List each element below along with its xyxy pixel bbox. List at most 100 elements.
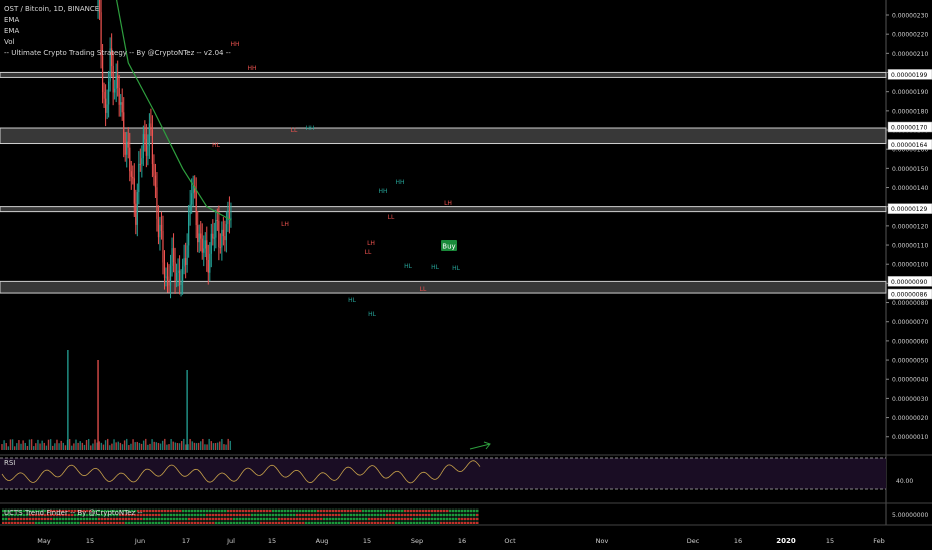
price-tick-label: 0.00000040 xyxy=(892,377,928,384)
trend-cell-bar xyxy=(410,518,413,520)
symbol-title[interactable]: OST / Bitcoin, 1D, BINANCE xyxy=(4,5,100,13)
volume-bar xyxy=(145,438,147,450)
trend-cell-bar xyxy=(122,518,125,520)
trend-cell xyxy=(59,508,62,525)
trend-cell-bg xyxy=(311,508,314,525)
trend-cell-bar xyxy=(44,514,47,516)
trend-cell-bar xyxy=(248,514,251,516)
trend-cell-bar xyxy=(260,514,263,516)
price-tick-label: 0.00000100 xyxy=(892,262,928,269)
volume-bar xyxy=(147,444,149,450)
indicator-ema-1[interactable]: EMA xyxy=(4,16,20,24)
trend-cell-bar xyxy=(365,518,368,520)
trend-cell-bar xyxy=(185,522,188,524)
trend-cell-bar xyxy=(128,510,131,512)
volume-bar xyxy=(41,440,43,450)
candle-body xyxy=(178,270,181,286)
trend-cell-bar xyxy=(140,514,143,516)
trend-cell xyxy=(47,508,50,525)
trend-cell-bar xyxy=(179,510,182,512)
candle-body xyxy=(195,192,197,226)
trend-cell-bg xyxy=(209,508,212,525)
trend-cell-bg xyxy=(275,508,278,525)
trend-cell-bar xyxy=(425,522,428,524)
candle-body xyxy=(169,265,172,286)
trend-cell xyxy=(146,508,149,525)
trend-cell-bar xyxy=(233,514,236,516)
price-tick-label: 0.00000230 xyxy=(892,13,928,20)
trend-cell-bar xyxy=(233,522,236,524)
trend-cell-bar xyxy=(158,518,161,520)
candle-body xyxy=(171,248,173,266)
pivot-label: LH xyxy=(444,200,452,207)
indicator-ema-2[interactable]: EMA xyxy=(4,27,20,35)
trend-cell xyxy=(206,508,209,525)
trend-cell-bar xyxy=(206,518,209,520)
trend-cell-bar xyxy=(197,514,200,516)
trend-cell-bg xyxy=(302,508,305,525)
trend-cell-bar xyxy=(470,522,473,524)
trend-cell xyxy=(23,508,26,525)
trend-cell-bar xyxy=(8,522,11,524)
trend-cell-bg xyxy=(365,508,368,525)
trend-cell-bar xyxy=(263,518,266,520)
trend-cell-bar xyxy=(323,518,326,520)
trend-cell-bar xyxy=(404,510,407,512)
volume-bar xyxy=(200,441,202,450)
trend-cell-bg xyxy=(434,508,437,525)
trend-cell-bar xyxy=(209,510,212,512)
trend-cell-bar xyxy=(380,514,383,516)
volume-bars xyxy=(1,350,232,450)
trend-cell-bar xyxy=(452,514,455,516)
trend-pane-label[interactable]: UCTS Trend Finder -- By @CryptoNTez -- xyxy=(4,509,143,517)
indicator-vol[interactable]: Vol xyxy=(4,38,15,46)
volume-bar xyxy=(71,445,73,450)
trend-cell-bar xyxy=(257,522,260,524)
volume-bar xyxy=(16,443,18,450)
trend-cell-bar xyxy=(56,514,59,516)
trend-cell-bar xyxy=(131,510,134,512)
ema-line xyxy=(115,0,232,221)
trend-cell xyxy=(422,508,425,525)
volume-peak-bar xyxy=(186,370,188,450)
trend-cell xyxy=(215,508,218,525)
trend-cell xyxy=(473,508,476,525)
price-tick-label: 0.00000050 xyxy=(892,358,928,365)
indicator-ucts[interactable]: -- Ultimate Crypto Trading Strategy -- B… xyxy=(4,49,231,57)
volume-bar xyxy=(119,442,122,450)
candle-body xyxy=(209,253,211,273)
trend-cell-bg xyxy=(428,508,431,525)
trend-cell xyxy=(113,508,116,525)
trend-cell xyxy=(464,508,467,525)
trend-cell-bar xyxy=(17,514,20,516)
trend-cell xyxy=(332,508,335,525)
trend-cell-bar xyxy=(404,518,407,520)
trend-cell-bg xyxy=(431,508,434,525)
trend-cell-bar xyxy=(269,510,272,512)
trend-cell-bar xyxy=(377,514,380,516)
trend-cell-bar xyxy=(473,518,476,520)
candle-body xyxy=(212,233,214,239)
trend-cell-bg xyxy=(179,508,182,525)
trend-cell-bar xyxy=(173,522,176,524)
trend-cell-bar xyxy=(68,522,71,524)
trend-cell-bar xyxy=(68,510,71,512)
candle-body xyxy=(141,158,143,165)
trend-cell-bar xyxy=(149,510,152,512)
trend-cell-bar xyxy=(329,522,332,524)
trend-cell-bar xyxy=(350,514,353,516)
trend-cell-bar xyxy=(98,510,101,512)
volume-bar xyxy=(58,443,60,450)
trend-cell-bar xyxy=(476,514,479,516)
trend-cell-bar xyxy=(29,514,32,516)
volume-bar xyxy=(189,438,191,450)
trend-cell-bar xyxy=(461,514,464,516)
trend-cell-bg xyxy=(71,508,74,525)
trend-cell-bg xyxy=(317,508,320,525)
rsi-pane-label[interactable]: RSI xyxy=(4,459,16,467)
trend-cell xyxy=(227,508,230,525)
trend-cell-bar xyxy=(185,510,188,512)
volume-bar xyxy=(68,439,71,450)
volume-bar xyxy=(183,438,185,450)
